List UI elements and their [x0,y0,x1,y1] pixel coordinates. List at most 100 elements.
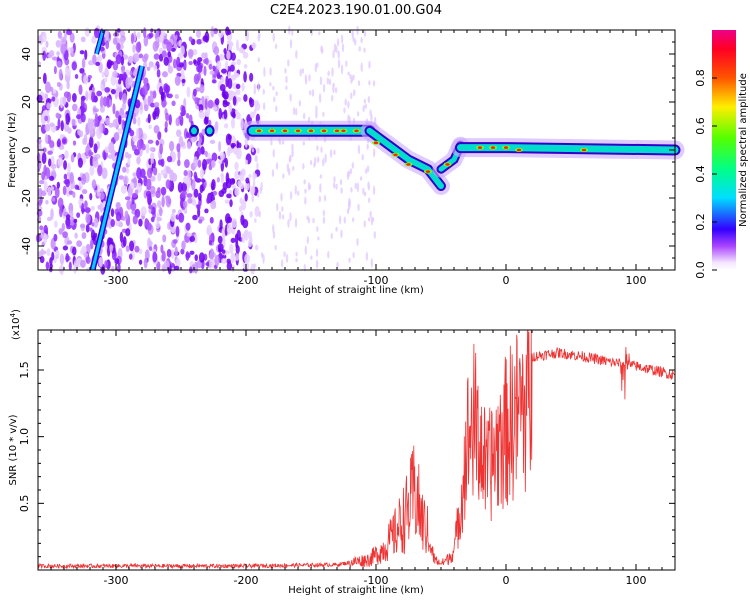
noise-speckle [54,220,58,228]
hot-spot-peak [321,129,327,133]
noise-speckle [217,243,224,252]
noise-speckle [148,124,152,129]
noise-speckle [232,111,236,119]
noise-speckle [190,136,197,143]
noise-speckle [51,197,56,202]
noise-speckle [327,250,330,259]
noise-speckle [239,169,245,182]
noise-speckle [129,70,133,76]
noise-speckle [209,248,215,260]
noise-speckle [109,60,114,66]
noise-speckle [192,88,197,97]
noise-speckle [298,100,302,107]
noise-speckle [207,99,214,109]
noise-speckle [225,172,230,185]
noise-speckle [157,131,162,140]
noise-speckle [200,168,205,179]
noise-speckle [175,257,181,268]
noise-speckle [235,39,240,52]
noise-speckle [181,240,186,250]
noise-speckle [148,61,154,68]
noise-speckle [56,81,61,88]
noise-speckle [150,158,155,164]
noise-speckle [164,120,168,130]
noise-speckle [289,211,292,222]
noise-speckle [308,89,312,96]
noise-speckle [169,169,175,182]
noise-speckle [251,194,254,203]
noise-speckle [149,102,156,108]
y-tick-label: 20 [20,95,33,109]
x-tick-label: -200 [234,574,259,587]
noise-speckle [226,261,233,271]
noise-speckle [338,215,342,225]
noise-speckle [198,219,203,224]
noise-speckle [199,84,205,94]
noise-speckle [140,206,147,217]
noise-speckle [59,253,65,265]
noise-speckle [244,181,250,191]
noise-speckle [244,193,248,202]
noise-speckle [313,156,317,166]
noise-speckle [204,57,209,65]
noise-speckle [340,34,344,44]
noise-speckle [112,103,116,115]
noise-speckle [356,111,360,117]
x-tick-label: 0 [503,274,510,287]
noise-speckle [93,232,98,239]
noise-speckle [200,146,205,155]
noise-speckle [314,63,318,73]
noise-speckle [275,105,278,113]
noise-speckle [44,123,51,132]
noise-speckle [219,219,223,230]
noise-speckle [213,45,220,56]
noise-speckle [147,95,151,107]
noise-speckle [108,122,114,128]
noise-speckle [285,75,288,84]
noise-speckle [228,90,232,101]
noise-speckle [44,93,49,99]
snr-y-multiplier-exponent: 4 [9,312,17,317]
noise-speckle [72,191,76,198]
noise-speckle [111,265,115,273]
noise-speckle [226,146,231,157]
noise-speckle [159,206,163,217]
noise-speckle [349,168,353,175]
noise-speckle [224,123,229,129]
noise-speckle [318,31,321,36]
noise-speckle [175,225,180,238]
noise-speckle [235,83,241,90]
noise-speckle [171,100,176,107]
x-tick-label: -200 [234,274,259,287]
noise-speckle [132,53,138,64]
noise-speckle [72,246,77,256]
x-tick-label: 100 [626,574,647,587]
noise-speckle [289,154,292,160]
noise-speckle [157,187,161,194]
noise-speckle [289,191,293,200]
noise-speckle [280,259,284,268]
noise-speckle [41,152,47,165]
noise-speckle [83,74,89,85]
spectrogram-features [89,29,685,271]
noise-speckle [320,146,323,154]
hot-spot-peak [308,129,314,133]
noise-speckle [77,157,83,168]
snr-y-axis: 0.5 1.0 1.5 [18,342,675,558]
noise-speckle [136,182,142,193]
noise-speckle [351,32,354,39]
noise-speckle [39,225,44,231]
noise-speckle [181,78,186,84]
noise-speckle [156,261,161,271]
noise-speckle [80,106,86,114]
noise-speckle [44,133,49,144]
noise-speckle [211,152,218,162]
noise-speckle [221,249,226,254]
noise-speckle [99,46,105,52]
noise-speckle [306,236,310,244]
noise-speckle [248,97,253,105]
noise-speckle [372,148,376,158]
noise-speckle [312,217,315,224]
noise-speckle [143,35,149,47]
noise-speckle [238,182,245,190]
